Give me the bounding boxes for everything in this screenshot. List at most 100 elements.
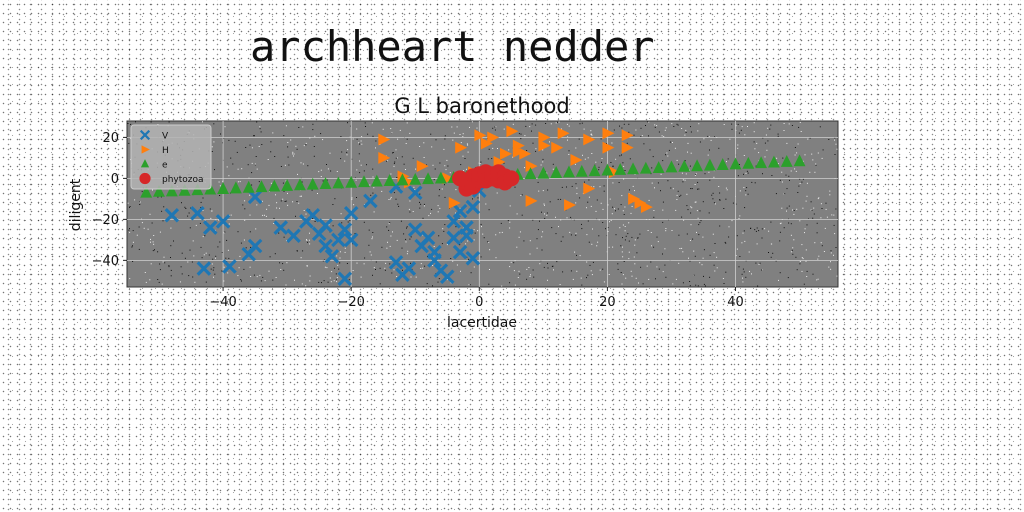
noise-dot [254, 164, 256, 166]
noise-dot [412, 211, 414, 212]
noise-dot [426, 283, 428, 285]
noise-dot [267, 159, 269, 160]
noise-dot [411, 268, 413, 270]
noise-dot [312, 123, 314, 125]
noise-dot [731, 128, 733, 130]
noise-dot [738, 132, 740, 134]
noise-dot [492, 147, 494, 149]
noise-dot [472, 198, 473, 200]
noise-dot [446, 244, 448, 246]
noise-dot [228, 175, 230, 177]
noise-dot [833, 224, 835, 226]
noise-dot [689, 169, 690, 171]
data-point-triangle-right [506, 125, 519, 138]
noise-dot [779, 272, 781, 274]
data-point-triangle-up [165, 184, 178, 197]
noise-dot [672, 188, 674, 190]
noise-dot [430, 133, 432, 135]
noise-dot [466, 143, 468, 145]
noise-dot [516, 213, 518, 215]
noise-dot [322, 139, 324, 141]
noise-dot [393, 269, 395, 271]
noise-dot [806, 182, 808, 184]
noise-dot [655, 278, 656, 280]
noise-dot [690, 212, 692, 214]
legend-marker-triangle-right [141, 145, 150, 154]
noise-dot [518, 236, 520, 238]
noise-dot [309, 137, 311, 139]
noise-dot [287, 156, 289, 158]
legend-box [130, 124, 212, 190]
noise-dot [582, 154, 583, 156]
noise-dot [395, 198, 397, 200]
noise-dot [744, 207, 746, 209]
noise-dot [778, 279, 779, 281]
noise-dot [223, 280, 225, 282]
noise-dot [170, 257, 171, 258]
noise-dot [690, 224, 692, 226]
noise-dot [654, 126, 656, 128]
noise-dot [302, 250, 304, 252]
noise-dot [219, 185, 221, 187]
noise-dot [547, 279, 548, 281]
noise-dot [634, 244, 636, 246]
noise-dot [676, 199, 678, 200]
data-point-triangle-up [434, 171, 447, 184]
noise-dot [346, 151, 348, 153]
noise-dot [610, 162, 612, 163]
noise-dot [270, 151, 272, 153]
noise-dot [253, 274, 255, 276]
data-point-triangle-up [396, 173, 409, 186]
noise-dot [200, 207, 202, 208]
noise-dot [384, 269, 386, 271]
noise-dot [611, 142, 613, 144]
noise-dot [672, 142, 673, 143]
noise-dot [569, 231, 571, 233]
noise-dot [547, 189, 549, 191]
noise-dot [311, 189, 313, 191]
noise-dot [536, 238, 538, 240]
noise-dot [273, 217, 275, 219]
noise-dot [751, 273, 752, 275]
noise-dot [200, 246, 202, 248]
noise-dot [170, 275, 172, 277]
noise-dot [732, 202, 734, 204]
noise-dot [218, 219, 220, 221]
noise-dot [624, 170, 626, 171]
noise-dot [699, 222, 701, 224]
noise-dot [542, 149, 544, 151]
noise-dot [812, 159, 814, 161]
noise-dot [630, 212, 632, 214]
noise-dot [628, 222, 630, 224]
noise-dot [699, 210, 701, 212]
noise-dot [667, 180, 669, 182]
noise-dot [697, 188, 698, 190]
noise-dot [387, 160, 389, 162]
noise-dot [293, 153, 295, 155]
noise-dot [337, 264, 339, 266]
noise-dot [320, 176, 322, 177]
data-point-triangle-up [767, 155, 780, 168]
data-marks [140, 125, 806, 287]
noise-dot [464, 158, 466, 159]
noise-dot [446, 279, 448, 281]
noise-dot [612, 246, 614, 248]
noise-dot [255, 228, 257, 230]
noise-dot [533, 276, 535, 278]
noise-dot [520, 133, 522, 135]
noise-dot [280, 269, 282, 270]
noise-dot [253, 135, 255, 137]
noise-dot [230, 157, 232, 159]
noise-dot [745, 190, 747, 192]
noise-dot [591, 134, 593, 136]
noise-dot [513, 270, 515, 272]
noise-dot [694, 184, 696, 185]
data-point-x [452, 244, 468, 260]
noise-dot [258, 146, 260, 147]
noise-dot [168, 121, 170, 123]
noise-dot [782, 157, 784, 159]
noise-dot [523, 240, 525, 242]
noise-dot [646, 265, 648, 267]
noise-dot [570, 270, 572, 272]
noise-dot [693, 274, 695, 276]
